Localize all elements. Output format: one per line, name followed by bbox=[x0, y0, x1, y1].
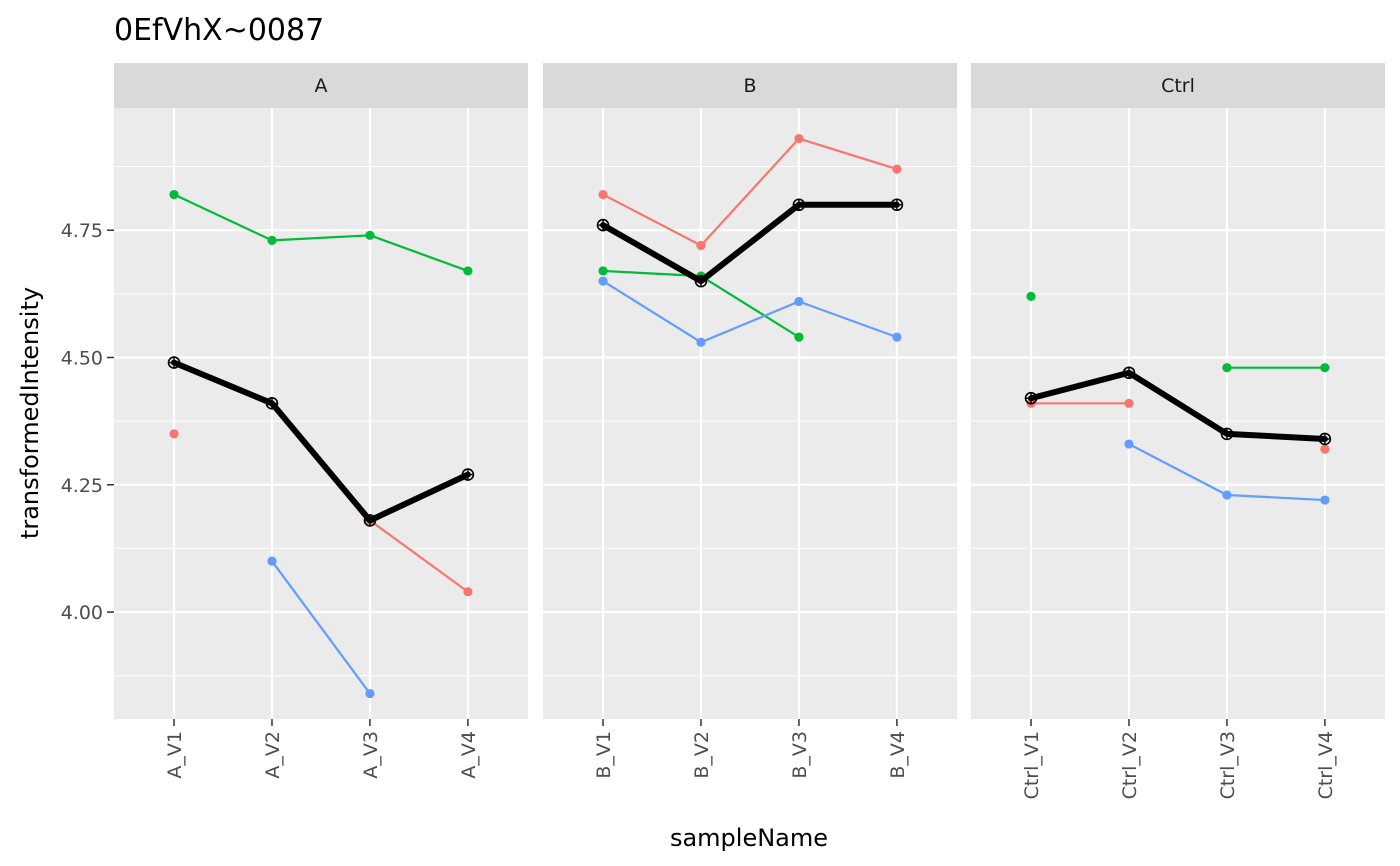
data-point bbox=[169, 429, 179, 439]
facet-strip bbox=[543, 63, 957, 108]
facet-strip-label: B bbox=[743, 75, 756, 97]
summary-series bbox=[1024, 366, 1332, 446]
data-point bbox=[267, 235, 277, 245]
data-point bbox=[169, 189, 179, 200]
facet-strip bbox=[971, 63, 1385, 108]
panel-ctrl: Ctrl Ctrl_V1 Ctrl_V2 Ctrl_V3 Ctrl_V4 bbox=[971, 63, 1385, 799]
data-point bbox=[1222, 490, 1232, 500]
facet-strip bbox=[114, 63, 528, 108]
data-point bbox=[892, 164, 902, 174]
facet-strip-label: A bbox=[315, 75, 328, 97]
data-point bbox=[794, 296, 804, 307]
panel-background bbox=[543, 108, 957, 719]
summary-line bbox=[171, 359, 471, 524]
series-red bbox=[598, 133, 902, 251]
summary-line bbox=[600, 201, 900, 285]
data-point bbox=[598, 189, 608, 200]
y-tick-label: 4.75 bbox=[61, 220, 103, 242]
x-tick-label: A_V3 bbox=[360, 731, 382, 779]
series-line-segment bbox=[271, 234, 370, 242]
data-point bbox=[794, 332, 804, 342]
x-tick-label: Ctrl_V2 bbox=[1119, 731, 1141, 799]
data-point bbox=[1124, 439, 1134, 449]
series-line-segment bbox=[602, 193, 702, 247]
series-green bbox=[169, 189, 473, 276]
y-axis: 4.00 4.25 4.50 4.75 bbox=[61, 220, 114, 624]
series-green bbox=[1026, 291, 1330, 373]
data-point bbox=[267, 556, 277, 566]
series-line-segment bbox=[173, 193, 273, 242]
data-point bbox=[598, 266, 608, 276]
x-tick-label: Ctrl_V4 bbox=[1315, 731, 1337, 799]
data-point bbox=[696, 337, 706, 347]
data-point bbox=[1026, 291, 1036, 301]
data-point bbox=[1222, 363, 1232, 373]
x-tick-label: Ctrl_V3 bbox=[1217, 731, 1239, 799]
y-axis-title: transformedIntensity bbox=[16, 287, 44, 539]
series-line-segment bbox=[271, 560, 371, 695]
data-point bbox=[794, 133, 804, 144]
data-point bbox=[365, 688, 375, 699]
series-blue bbox=[598, 276, 902, 347]
series-line-segment bbox=[1226, 493, 1325, 502]
y-tick-label: 4.50 bbox=[61, 347, 103, 369]
x-tick-label: B_V4 bbox=[887, 731, 909, 779]
x-tick-label: A_V2 bbox=[262, 731, 284, 779]
summary-series bbox=[596, 198, 904, 288]
x-tick-label: B_V2 bbox=[691, 731, 713, 779]
y-tick-label: 4.25 bbox=[61, 475, 103, 497]
data-point bbox=[463, 587, 473, 597]
data-point bbox=[892, 332, 902, 342]
data-point bbox=[1124, 398, 1134, 408]
data-point bbox=[1320, 363, 1330, 373]
series-line-segment bbox=[798, 300, 898, 339]
data-point bbox=[598, 276, 608, 286]
panel-b: B B_V1 B_V2 B_V3 B_V4 bbox=[543, 63, 957, 779]
series-blue bbox=[267, 556, 375, 699]
series-line-segment bbox=[602, 280, 702, 344]
facet-strip-label: Ctrl bbox=[1161, 75, 1195, 97]
x-tick-label: Ctrl_V1 bbox=[1021, 731, 1043, 799]
panel-background bbox=[971, 108, 1385, 719]
x-axis-title: sampleName bbox=[670, 824, 828, 852]
series-line-segment bbox=[369, 519, 469, 593]
series-line-segment bbox=[700, 137, 800, 247]
data-point bbox=[463, 266, 473, 276]
panel-background bbox=[114, 108, 528, 719]
series-line-segment bbox=[700, 275, 800, 339]
x-tick-label: A_V4 bbox=[458, 731, 480, 779]
y-tick-label: 4.00 bbox=[61, 602, 103, 624]
data-point bbox=[1320, 495, 1330, 505]
data-point bbox=[696, 240, 706, 251]
summary-line bbox=[1028, 369, 1328, 442]
series-line-segment bbox=[369, 234, 469, 272]
chart-title: 0EfVhX~0087 bbox=[114, 13, 324, 48]
series-line-segment bbox=[1128, 443, 1228, 496]
series-line-segment bbox=[798, 137, 898, 171]
panel-a: A A_V1 A_V2 A_V3 A_V4 bbox=[114, 63, 528, 779]
data-point bbox=[365, 230, 375, 240]
x-tick-label: B_V1 bbox=[593, 731, 615, 779]
series-blue bbox=[1124, 439, 1330, 505]
series-line-segment bbox=[700, 300, 800, 344]
summary-series bbox=[167, 356, 475, 527]
x-tick-label: A_V1 bbox=[164, 731, 186, 779]
x-tick-label: B_V3 bbox=[789, 731, 811, 779]
data-point bbox=[1320, 444, 1330, 454]
